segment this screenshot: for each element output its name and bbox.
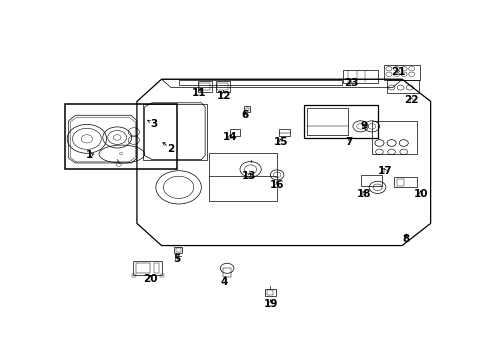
Bar	[386, 80, 418, 93]
Bar	[197, 81, 211, 92]
Bar	[245, 108, 248, 111]
Bar	[244, 107, 250, 112]
Bar	[175, 248, 181, 252]
Bar	[178, 80, 341, 85]
Bar	[142, 104, 206, 159]
Bar	[371, 121, 416, 154]
Bar	[160, 274, 163, 276]
Bar	[266, 291, 273, 294]
Text: 14: 14	[222, 132, 237, 143]
Text: 23: 23	[343, 78, 358, 89]
Text: 22: 22	[404, 95, 418, 105]
Bar	[65, 104, 176, 169]
Bar	[154, 263, 158, 273]
Text: 21: 21	[390, 67, 405, 77]
Bar	[229, 129, 240, 136]
Text: 10: 10	[413, 189, 427, 199]
Bar	[393, 177, 416, 187]
Text: 3: 3	[150, 118, 157, 129]
Bar	[306, 108, 347, 135]
Text: 20: 20	[142, 274, 157, 284]
Bar	[136, 263, 150, 273]
Bar	[132, 274, 136, 276]
Text: 13: 13	[241, 171, 255, 181]
Text: 17: 17	[377, 166, 392, 176]
Bar	[215, 81, 230, 92]
Text: 12: 12	[216, 91, 231, 101]
Bar	[384, 64, 420, 80]
Text: 6: 6	[241, 110, 248, 120]
Text: 7: 7	[345, 136, 352, 147]
Text: 2: 2	[167, 144, 174, 153]
Bar	[264, 289, 275, 296]
Bar	[217, 83, 227, 90]
Bar	[343, 70, 377, 84]
Bar	[174, 247, 182, 253]
Bar	[396, 179, 403, 186]
Text: 15: 15	[273, 136, 287, 147]
Text: 19: 19	[264, 299, 278, 309]
Text: 4: 4	[220, 276, 227, 287]
Text: 8: 8	[402, 234, 409, 244]
Text: 9: 9	[360, 121, 367, 131]
Bar	[133, 261, 161, 275]
Text: 16: 16	[269, 180, 284, 190]
Text: 18: 18	[356, 189, 371, 199]
Bar	[361, 175, 381, 186]
Text: 1: 1	[86, 150, 93, 161]
Bar	[303, 105, 377, 138]
Bar	[208, 153, 277, 201]
Bar	[279, 129, 289, 136]
Bar	[223, 268, 230, 278]
Text: 5: 5	[173, 255, 180, 264]
Text: 11: 11	[192, 88, 206, 98]
Bar	[199, 83, 209, 90]
